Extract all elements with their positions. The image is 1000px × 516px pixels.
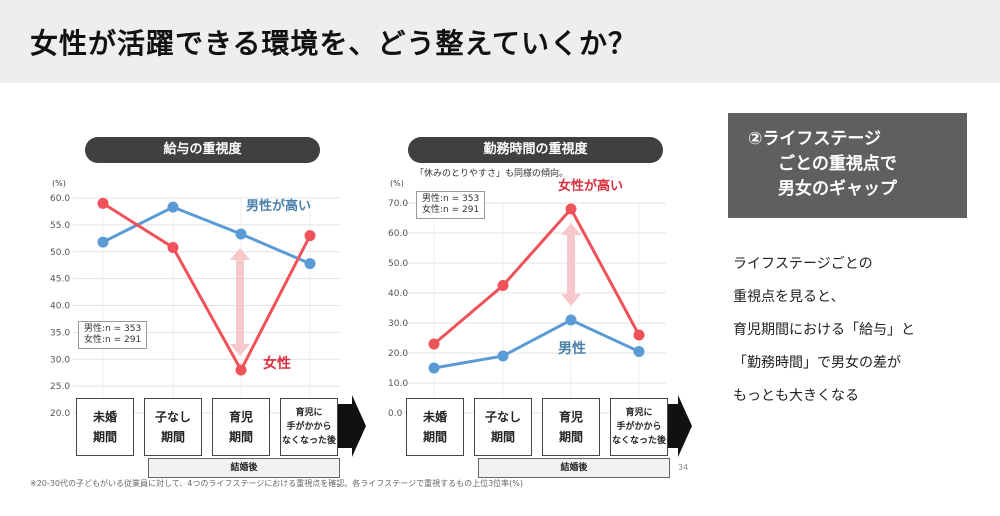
timeline-arrow: [338, 395, 366, 457]
gap-arrow-shaft: [236, 258, 244, 346]
chart2-sample-note: 男性:n = 353 女性:n = 291: [416, 191, 486, 219]
y-tick-label: 45.0: [50, 275, 70, 285]
male-data-point: [633, 346, 645, 357]
female-series-line: [102, 202, 312, 374]
chart2-subtitle: 「休みのとりやすさ」も同様の傾向。: [415, 169, 569, 179]
gap-arrow-head-bottom: [561, 294, 581, 306]
male-data-point: [97, 236, 109, 248]
female-data-point: [235, 364, 247, 376]
callout-line: 男女のギャップ: [778, 179, 897, 199]
y-tick-label: 40.0: [50, 302, 70, 312]
annotation-high: 女性が高い: [558, 178, 623, 194]
description-line: もっとも大きくなる: [733, 388, 859, 404]
male-series-line: [102, 205, 311, 265]
stage-childcare: 育児 期間: [212, 398, 270, 456]
after-marriage-label: 結婚後: [478, 458, 670, 478]
gap-arrow-head-bottom: [230, 344, 250, 356]
y-tick-label: 55.0: [50, 221, 70, 231]
female-data-point: [304, 230, 316, 242]
timeline-arrow: [664, 395, 692, 457]
sample-male: 男性:n = 353: [84, 324, 142, 334]
y-axis-unit: (%): [390, 179, 404, 188]
y-tick-label: 50.0: [388, 259, 408, 269]
chart1-title: 給与の重視度: [85, 137, 320, 163]
y-tick-label: 25.0: [50, 382, 70, 392]
callout-line: ごとの重視点で: [778, 154, 897, 174]
y-tick-label: 0.0: [388, 409, 403, 419]
sample-male: 男性:n = 353: [422, 194, 480, 204]
female-data-point: [97, 197, 109, 209]
description-line: 「勤務時間」で男女の差が: [733, 355, 901, 371]
page-number: 34: [678, 463, 689, 472]
y-axis-unit: (%): [52, 179, 66, 188]
after-marriage-label: 結婚後: [148, 458, 340, 478]
female-data-point: [428, 338, 440, 350]
callout-line: ②ライフステージ: [748, 129, 882, 149]
description-text: ライフステージごとの 重視点を見ると、 育児期間における「給与」と 「勤務時間」…: [733, 248, 993, 413]
male-data-point: [167, 201, 179, 213]
female-data-point: [497, 280, 509, 291]
y-tick-label: 20.0: [50, 409, 70, 419]
description-line: ライフステージごとの: [733, 256, 873, 272]
female-series-line: [433, 206, 641, 346]
gap-arrow-head-top: [561, 223, 581, 235]
y-tick-label: 60.0: [50, 194, 70, 204]
y-tick-label: 40.0: [388, 289, 408, 299]
male-series-line: [433, 318, 640, 370]
y-tick-label: 20.0: [388, 349, 408, 359]
y-tick-label: 35.0: [50, 328, 70, 338]
gap-arrow-shaft: [567, 233, 575, 296]
sample-female: 女性:n = 291: [422, 205, 480, 215]
stage-no-children: 子なし 期間: [474, 398, 532, 456]
header-bar: 女性が活躍できる環境を、どう整えていくか？: [0, 0, 1000, 83]
slide-image: 給与の重視度 勤務時間の重視度 「休みのとりやすさ」も同様の傾向。 60.0 55…: [18, 113, 704, 493]
y-tick-label: 30.0: [50, 355, 70, 365]
stage-childcare: 育児 期間: [542, 398, 600, 456]
gap-arrow-head-top: [230, 248, 250, 261]
y-tick-label: 10.0: [388, 379, 408, 389]
annotation-high: 男性が高い: [246, 198, 311, 214]
male-data-point: [565, 314, 577, 326]
y-tick-label: 60.0: [388, 229, 408, 239]
description-line: 重視点を見ると、: [733, 289, 845, 305]
stage-after-childcare: 育児に 手がかから なくなった後: [610, 398, 668, 456]
stage-no-children: 子なし 期間: [144, 398, 202, 456]
page-title: 女性が活躍できる環境を、どう整えていくか？: [30, 27, 638, 60]
chart2-stages: 未婚 期間 子なし 期間 育児 期間 育児に 手がかから なくなった後: [406, 398, 678, 456]
female-data-point: [633, 329, 645, 341]
callout-box: ②ライフステージ ごとの重視点で 男女のギャップ: [728, 113, 967, 218]
description-line: 育児期間における「給与」と: [733, 322, 915, 338]
y-tick-label: 50.0: [50, 248, 70, 258]
annotation-low: 男性: [558, 340, 586, 357]
sample-female: 女性:n = 291: [84, 335, 142, 345]
annotation-low: 女性: [263, 355, 291, 372]
stage-unmarried: 未婚 期間: [76, 398, 134, 456]
female-data-point: [167, 241, 179, 253]
male-data-point: [428, 362, 440, 374]
y-tick-label: 30.0: [388, 319, 408, 329]
stage-unmarried: 未婚 期間: [406, 398, 464, 456]
male-data-point: [235, 228, 247, 240]
male-data-point: [304, 258, 316, 270]
chart1-stages: 未婚 期間 子なし 期間 育児 期間 育児に 手がかから なくなった後: [76, 398, 348, 456]
chart1-sample-note: 男性:n = 353 女性:n = 291: [78, 321, 148, 349]
chart2-title: 勤務時間の重視度: [408, 137, 663, 163]
stage-after-childcare: 育児に 手がかから なくなった後: [280, 398, 338, 456]
male-data-point: [497, 350, 509, 362]
footnote: ※20-30代の子どもがいる従業員に対して、4つのライフステージにおける重視点を…: [30, 479, 524, 488]
y-tick-label: 70.0: [388, 199, 408, 209]
female-data-point: [565, 203, 577, 215]
